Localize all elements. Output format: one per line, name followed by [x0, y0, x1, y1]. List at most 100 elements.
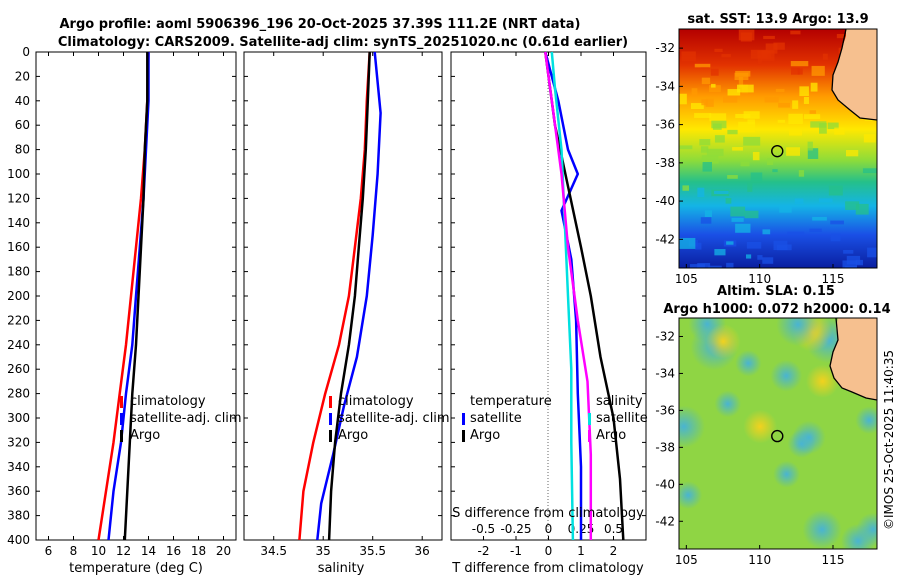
- sst-cell: [735, 223, 751, 233]
- x-tick-label: -1: [510, 544, 522, 558]
- sst-cell: [765, 43, 778, 54]
- legend-label-argo: Argo: [130, 428, 160, 443]
- sst-cell: [702, 161, 712, 172]
- temperature-panel: 6 8 10 12 14 16 18 20 temperature (deg C) clima…: [35, 51, 242, 576]
- sst-cell: [750, 49, 768, 59]
- legend-swatch-climatology: [120, 396, 123, 408]
- sst-cell: [738, 76, 744, 88]
- map-lon-label: 110: [748, 553, 771, 567]
- sst-cell: [679, 93, 687, 105]
- sst-cell: [766, 158, 774, 166]
- sla-eddy: [805, 364, 840, 398]
- sst-cell: [788, 113, 803, 125]
- sst-cell: [789, 129, 803, 136]
- sla-eddy: [855, 406, 877, 434]
- coastline: [831, 29, 877, 121]
- sst-cell: [679, 237, 696, 249]
- legend-label-satellite-adj: satellite-adj. clim: [338, 411, 450, 426]
- sst-cell: [711, 83, 716, 88]
- sst-cell: [787, 231, 805, 235]
- sst-cell: [744, 210, 759, 219]
- sst-cell: [723, 95, 738, 103]
- sst-cell: [761, 50, 775, 61]
- header-title-line2: Climatology: CARS2009. Satellite-adj cli…: [58, 35, 628, 50]
- sst-map-title: sat. SST: 13.9 Argo: 13.9: [687, 12, 868, 27]
- legend-label-t-satellite: satellite: [470, 411, 522, 426]
- sst-cell: [797, 68, 803, 75]
- sst-cell: [743, 136, 761, 146]
- sst-cell: [701, 155, 719, 164]
- legend-label-satellite-adj: satellite-adj. clim: [130, 411, 242, 426]
- sst-cell: [773, 42, 785, 50]
- sst-cell: [790, 30, 801, 35]
- sst-cell: [828, 185, 843, 196]
- sst-cell: [727, 129, 738, 135]
- salinity-ticks: 34.5 35 35.5 36: [244, 51, 442, 558]
- legend-swatch-t-argo: [462, 430, 465, 442]
- sst-cell: [700, 146, 709, 153]
- x-tick-label: 35: [316, 544, 331, 558]
- sst-cell: [834, 127, 845, 135]
- sst-cell: [706, 148, 724, 157]
- depth-tick-label: 280: [7, 387, 30, 401]
- map-lat-label: -34: [655, 366, 675, 380]
- sst-cell: [697, 187, 705, 198]
- x-tick-label: 10: [91, 544, 106, 558]
- salinity-xlabel: salinity: [318, 561, 365, 576]
- sst-cell: [799, 86, 809, 97]
- sst-cell: [734, 72, 749, 81]
- legend-swatch-argo: [329, 430, 332, 442]
- coastline: [829, 318, 877, 401]
- sst-cell: [701, 99, 708, 106]
- depth-tick-label: 120: [7, 191, 30, 205]
- x-tick-label-salinity: -0.5: [472, 522, 495, 536]
- sst-cell: [738, 29, 755, 41]
- temperature-profiles: [97, 51, 150, 541]
- sst-cell: [735, 114, 751, 119]
- depth-tick-label: 240: [7, 338, 30, 352]
- map-lon-label: 115: [822, 272, 845, 286]
- sst-cell: [727, 175, 738, 179]
- sst-cell: [694, 113, 712, 118]
- sst-cell: [743, 111, 760, 119]
- legend-label-s-argo: Argo: [596, 428, 626, 443]
- x-tick-label: 18: [191, 544, 206, 558]
- sst-cell: [750, 172, 763, 183]
- map-lat-label: -32: [655, 329, 675, 343]
- map-lon-label: 115: [822, 553, 845, 567]
- sla-eddy: [776, 318, 820, 347]
- sst-cell: [725, 198, 732, 204]
- sst-cell: [689, 264, 705, 268]
- sla-map-title-1: Altim. SLA: 0.15: [717, 284, 835, 299]
- sst-map-ticks: 105 110 115 -32 -34 -36 -38 -40 -42: [655, 41, 844, 286]
- sst-cell: [827, 122, 839, 130]
- sst-cell: [790, 61, 809, 67]
- legend-swatch-argo: [120, 430, 123, 442]
- depth-tick-label: 340: [7, 460, 30, 474]
- sst-cell: [700, 217, 712, 224]
- sst-cell: [862, 168, 877, 174]
- series-line-t-argo: [544, 51, 625, 541]
- map-lat-label: -36: [655, 403, 675, 417]
- x-tick-label: 35.5: [359, 544, 386, 558]
- temperature-legend: climatology satellite-adj. clim Argo: [120, 394, 242, 443]
- difference-profiles: [544, 51, 625, 541]
- legend-swatch-satellite-adj: [329, 413, 332, 425]
- sst-cell: [811, 65, 825, 76]
- x-tick-label-salinity: 0: [545, 522, 553, 536]
- map-lat-label: -40: [655, 194, 675, 208]
- sst-cell: [779, 206, 792, 213]
- sst-cell: [679, 145, 693, 150]
- sst-cell: [705, 98, 714, 107]
- sla-map: Altim. SLA: 0.15 Argo h1000: 0.072 h2000…: [655, 284, 890, 567]
- sst-cell: [812, 216, 827, 221]
- sst-cell: [845, 201, 860, 210]
- sst-cell: [791, 67, 800, 75]
- sst-cell: [746, 241, 762, 249]
- sst-cell: [819, 123, 827, 134]
- sst-cell: [757, 255, 763, 260]
- sst-cell: [775, 88, 785, 93]
- series-line-s-argo: [544, 51, 593, 540]
- map-lat-label: -32: [655, 41, 675, 55]
